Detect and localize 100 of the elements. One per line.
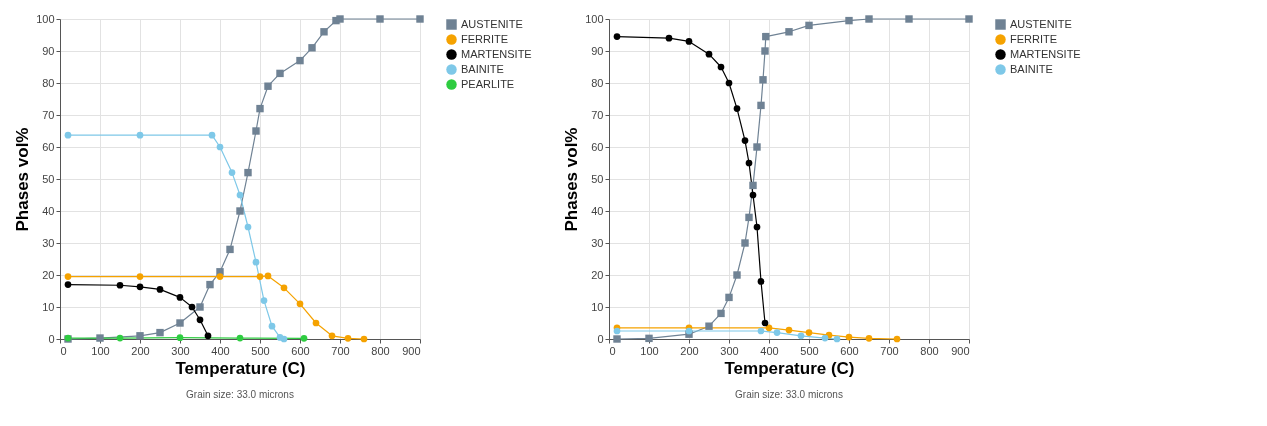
point (717, 309, 725, 318)
y-tick-label: 60 (591, 140, 604, 153)
point (416, 15, 424, 23)
x-tick-label: 100 (640, 344, 659, 357)
point (745, 213, 753, 222)
y-tick-label: 90 (591, 44, 604, 57)
point (705, 322, 713, 330)
point (296, 300, 304, 308)
point (236, 334, 244, 342)
point (336, 15, 344, 23)
point (256, 273, 264, 280)
point (741, 239, 749, 247)
y-tick-label: 40 (42, 204, 55, 217)
point (759, 76, 767, 84)
x-tick-label: 0 (60, 344, 67, 357)
x-tick-label: 300 (171, 344, 190, 357)
x-axis-title: Temperature (C) (175, 358, 306, 378)
y-tick-label: 20 (591, 268, 604, 281)
point (725, 293, 733, 302)
point (244, 223, 252, 231)
point (741, 137, 749, 144)
legend-label: AUSTENITE (461, 17, 523, 30)
point (613, 335, 621, 343)
point (252, 127, 260, 135)
x-tick-label: 300 (720, 344, 739, 357)
point (613, 33, 621, 40)
point (785, 326, 793, 334)
point (236, 191, 244, 199)
point (805, 329, 813, 336)
point (280, 335, 288, 343)
point (96, 334, 104, 342)
point (236, 207, 244, 215)
point (773, 329, 781, 336)
point (260, 297, 268, 304)
point (196, 316, 204, 324)
y-tick-label: 90 (42, 44, 55, 57)
x-tick-label: 200 (131, 344, 150, 357)
point (320, 28, 328, 36)
point (136, 283, 144, 291)
point (244, 168, 252, 177)
point (176, 334, 184, 342)
point (204, 332, 212, 340)
point (176, 294, 184, 301)
y-axis-title: Phases vol% (13, 127, 33, 232)
legend-label: MARTENSITE (461, 47, 532, 60)
legend-label: MARTENSITE (1010, 47, 1081, 60)
x-tick-label: 900 (951, 344, 970, 357)
legend-label: AUSTENITE (1010, 17, 1072, 30)
point (797, 332, 805, 340)
point (308, 44, 316, 52)
y-tick-label: 40 (591, 204, 604, 217)
y-tick-label: 50 (42, 172, 55, 185)
point (64, 273, 72, 280)
legend-label: BAINITE (461, 62, 504, 75)
point (965, 15, 973, 23)
point (757, 327, 765, 335)
point (188, 303, 196, 311)
point (753, 143, 761, 151)
point (360, 335, 368, 343)
x-tick-label: 200 (680, 344, 699, 357)
point (717, 63, 725, 71)
point (116, 281, 124, 289)
x-tick-label: 400 (760, 344, 779, 357)
point (196, 303, 204, 311)
point (300, 335, 308, 342)
text: Grain size: 33.0 microns (186, 389, 294, 400)
x-tick-label: 800 (920, 344, 939, 357)
point (833, 335, 841, 343)
point (749, 191, 757, 199)
point (312, 319, 320, 327)
legend-label: BAINITE (1010, 62, 1053, 75)
legend-label: FERRITE (461, 32, 509, 45)
point (136, 332, 144, 340)
point (761, 319, 769, 327)
y-axis-title: Phases vol% (562, 127, 582, 232)
point (733, 105, 741, 112)
x-tick-label: 400 (211, 344, 230, 357)
x-tick-label: 600 (291, 344, 310, 357)
point (208, 131, 216, 139)
x-tick-label: 700 (331, 344, 350, 357)
point (765, 324, 773, 332)
point (725, 79, 733, 87)
point (805, 21, 813, 30)
point (252, 258, 260, 266)
point (905, 15, 913, 23)
legend-label: PEARLITE (461, 77, 515, 90)
x-tick-label: 700 (880, 344, 899, 357)
point (256, 104, 264, 113)
point (176, 319, 184, 327)
point (344, 335, 352, 342)
y-tick-label: 30 (591, 236, 604, 249)
point (757, 101, 765, 110)
y-tick-label: 80 (42, 76, 55, 89)
y-tick-label: 30 (42, 236, 55, 249)
y-tick-label: 50 (591, 172, 604, 185)
point (821, 334, 829, 342)
point (785, 28, 793, 36)
y-tick-label: 70 (42, 108, 55, 121)
point (226, 245, 234, 254)
point (762, 32, 770, 41)
